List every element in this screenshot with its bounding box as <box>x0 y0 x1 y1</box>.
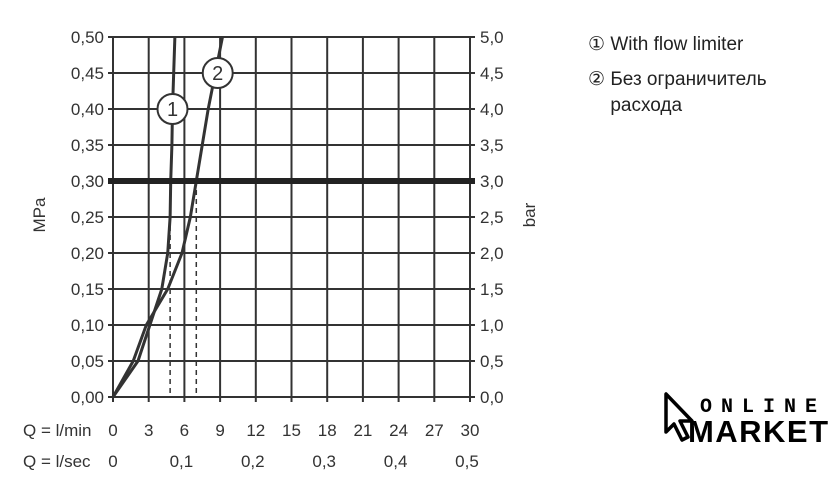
x-tick: 0,4 <box>384 452 408 471</box>
x-tick: 30 <box>461 421 480 440</box>
legend-item-2: ② Без ограничитель расхода <box>588 67 828 119</box>
x-tick: 21 <box>353 421 372 440</box>
legend-text-2: Без ограничитель расхода <box>610 69 767 116</box>
y-tick-left: 0,40 <box>71 100 104 119</box>
y-tick-right: 1,5 <box>480 280 504 299</box>
x-tick: 3 <box>144 421 153 440</box>
x-tick: 0 <box>108 452 117 471</box>
online-market-logo: ONLINE MARKET <box>664 392 828 448</box>
y-tick-left: 0,45 <box>71 64 104 83</box>
x-tick: 0,1 <box>170 452 194 471</box>
legend-symbol-2: ② <box>588 69 606 90</box>
legend-text-1: With flow limiter <box>610 34 744 55</box>
y-tick-right: 0,0 <box>480 388 504 407</box>
x-tick: 12 <box>246 421 265 440</box>
x-tick: 27 <box>425 421 444 440</box>
y-tick-left: 0,30 <box>71 172 104 191</box>
series-marker-2 <box>201 57 234 89</box>
series-marker-1 <box>156 93 189 125</box>
y-tick-right: 3,0 <box>480 172 504 191</box>
y-tick-left: 0,15 <box>71 280 104 299</box>
y-tick-right: 2,0 <box>480 244 504 263</box>
legend-item-1: ① With flow limiter <box>588 32 743 58</box>
x-axis-label-row: Q = l/sec <box>23 452 91 471</box>
y-tick-right: 1,0 <box>480 316 504 335</box>
y-tick-right: 0,5 <box>480 352 504 371</box>
y-axis-label-left: MPa <box>30 197 49 233</box>
y-tick-right: 4,5 <box>480 64 504 83</box>
y-tick-right: 5,0 <box>480 28 504 47</box>
x-tick: 6 <box>180 421 189 440</box>
x-axis-label-row: Q = l/min <box>23 421 92 440</box>
y-tick-left: 0,20 <box>71 244 104 263</box>
y-tick-right: 3,5 <box>480 136 504 155</box>
x-tick: 0,3 <box>312 452 336 471</box>
x-tick: 0,5 <box>455 452 479 471</box>
series-marker-label-2: 2 <box>212 63 223 85</box>
y-tick-left: 0,05 <box>71 352 104 371</box>
x-tick: 0,2 <box>241 452 265 471</box>
x-tick: 0 <box>108 421 117 440</box>
y-tick-left: 0,50 <box>71 28 104 47</box>
cursor-icon <box>664 392 694 442</box>
x-tick: 24 <box>389 421 408 440</box>
y-tick-left: 0,10 <box>71 316 104 335</box>
y-tick-right: 2,5 <box>480 208 504 227</box>
series-marker-label-1: 1 <box>167 99 178 121</box>
legend-symbol-1: ① <box>588 34 606 55</box>
y-tick-right: 4,0 <box>480 100 504 119</box>
x-tick: 15 <box>282 421 301 440</box>
x-tick: 9 <box>215 421 224 440</box>
logo-line2: MARKET <box>688 414 828 448</box>
logo-line1: ONLINE <box>700 396 826 419</box>
series-line-2 <box>111 36 224 398</box>
y-axis-label-right: bar <box>520 202 539 227</box>
x-tick: 18 <box>318 421 337 440</box>
y-tick-left: 0,35 <box>71 136 104 155</box>
y-tick-left: 0,25 <box>71 208 104 227</box>
y-tick-left: 0,00 <box>71 388 104 407</box>
